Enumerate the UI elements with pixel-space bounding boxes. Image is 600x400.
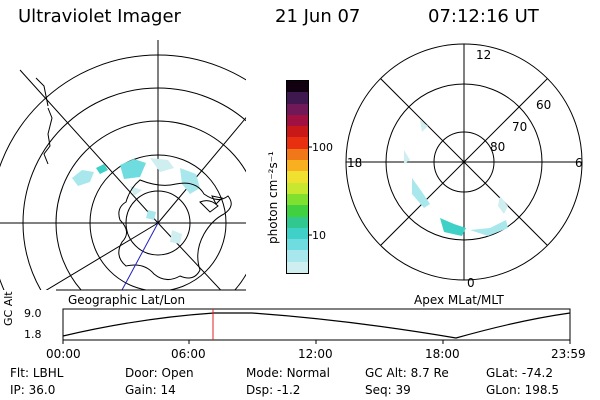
mlt-label-18: 18	[347, 156, 363, 170]
status-gain: Gain: 14	[125, 383, 176, 397]
mlt-label-6: 6	[575, 156, 583, 170]
lat-label-60: 60	[536, 98, 552, 112]
status-seq: Seq: 39	[365, 383, 411, 397]
colorbar-swatch	[287, 160, 308, 172]
colorbar-swatch	[287, 171, 308, 183]
colorbar	[286, 80, 309, 274]
time-tick-1200: 12:00	[298, 347, 333, 361]
status-glat: GLat: -74.2	[486, 366, 553, 380]
status-dsp: Dsp: -1.2	[246, 383, 301, 397]
colorbar-swatch	[287, 239, 308, 251]
time-tick-0000: 00:00	[46, 347, 81, 361]
colorbar-swatch	[287, 114, 308, 127]
app-title: Ultraviolet Imager	[18, 6, 181, 27]
date-label: 21 Jun 07	[275, 6, 361, 27]
status-mode: Mode: Normal	[246, 366, 330, 380]
colorbar-swatch	[287, 126, 308, 138]
lat-label-70: 70	[512, 120, 528, 134]
colorbar-tick-100: 100	[312, 141, 333, 154]
time-tick-2359: 23:59	[551, 347, 586, 361]
status-door: Door: Open	[125, 366, 194, 380]
time-tick-0600: 06:00	[171, 347, 206, 361]
colorbar-swatch	[287, 137, 308, 149]
mlt-label-0: 0	[467, 276, 475, 290]
status-filter: Flt: LBHL	[10, 366, 64, 380]
colorbar-swatch	[287, 92, 308, 104]
colorbar-swatch	[287, 103, 308, 115]
colorbar-swatch	[287, 205, 308, 217]
colorbar-swatch	[287, 148, 308, 161]
colorbar-swatch	[287, 261, 308, 273]
altitude-tick-1-8: 1.8	[24, 328, 42, 341]
status-gc-alt: GC Alt: 8.7 Re	[365, 366, 449, 380]
colorbar-tick-10: 10	[312, 229, 326, 242]
altitude-tick-9: 9.0	[24, 307, 42, 320]
right-map-label: Apex MLat/MLT	[414, 293, 504, 307]
status-ip: IP: 36.0	[10, 383, 56, 397]
colorbar-swatch	[287, 80, 308, 93]
colorbar-swatch	[287, 216, 308, 228]
time-label: 07:12:16 UT	[428, 6, 539, 27]
colorbar-swatch	[287, 193, 308, 206]
time-tick-1800: 18:00	[425, 347, 460, 361]
mlt-label-12: 12	[476, 48, 492, 62]
colorbar-swatch	[287, 182, 308, 194]
colorbar-swatch	[287, 227, 308, 240]
lat-label-80: 80	[490, 140, 506, 154]
left-map-label: Geographic Lat/Lon	[68, 293, 186, 307]
altitude-axis-title: GC Alt	[2, 291, 15, 326]
colorbar-swatch	[287, 250, 308, 262]
status-glon: GLon: 198.5	[486, 383, 559, 397]
